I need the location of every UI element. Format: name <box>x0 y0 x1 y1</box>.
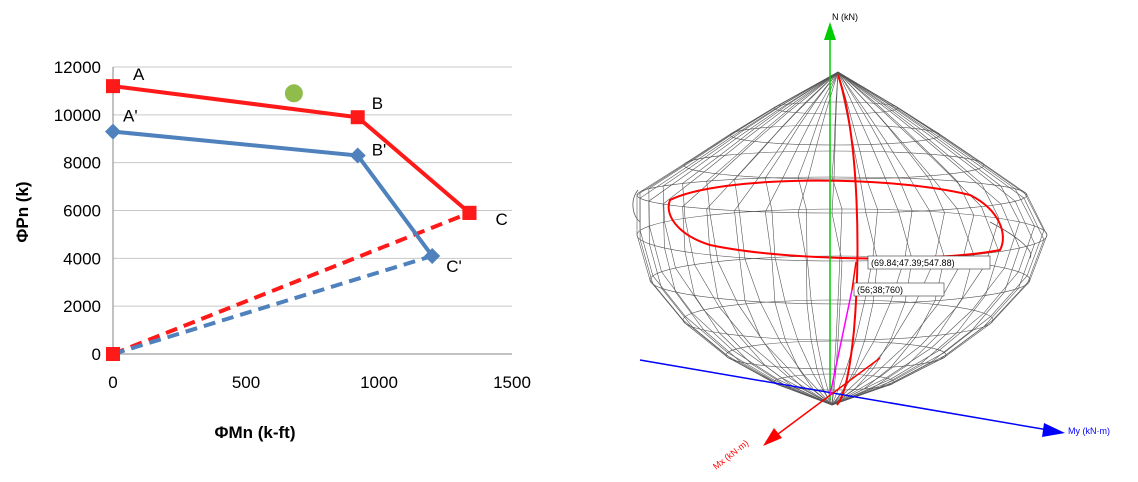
point-marker <box>424 247 441 264</box>
interaction-diagram-chart: 0 2000 4000 6000 8000 10000 12000 0 500 1000 1500… <box>13 58 531 442</box>
x-tick-label: 0 <box>108 373 117 392</box>
mesh-meridian <box>734 71 839 406</box>
interaction-surface-3d: N (kN) My (kN·m) Mx (kN·m) (69.84;47.39;… <box>632 12 1110 472</box>
n-axis-label: N (kN) <box>832 12 858 22</box>
x-axis-title: ΦMn (k-ft) <box>215 423 296 442</box>
mesh-meridian <box>636 71 839 406</box>
mesh-meridian <box>764 71 839 406</box>
mesh-meridian <box>682 71 839 406</box>
point-label-layer: A B C A' B' C' <box>123 65 508 276</box>
point-marker <box>105 123 121 140</box>
x-tick-label: 500 <box>232 373 260 392</box>
x-tick-label: 1000 <box>360 373 398 392</box>
grid-lines <box>113 66 512 307</box>
mesh-meridian <box>831 71 913 406</box>
mesh-meridian <box>797 71 839 406</box>
mesh-meridian <box>682 71 839 406</box>
y-tick-label: 0 <box>92 345 101 364</box>
my-axis-label: My (kN·m) <box>1068 426 1110 436</box>
mesh-meridian <box>831 71 975 406</box>
point-label: A' <box>123 107 138 126</box>
x-tick-label: 1500 <box>493 373 531 392</box>
point-marker <box>349 147 366 164</box>
annotation-box-1 <box>867 255 991 270</box>
mesh-meridian <box>648 71 839 406</box>
mx-axis-line <box>769 357 881 441</box>
mesh-flange-left <box>632 189 641 223</box>
y-tick-label: 8000 <box>63 154 101 173</box>
marker-layer <box>105 79 477 361</box>
mx-axis-label: Mx (kN·m) <box>711 438 750 472</box>
point-label: B' <box>372 140 387 159</box>
load-path-line-2 <box>851 261 857 291</box>
y-tick-labels: 0 2000 4000 6000 8000 10000 12000 <box>54 58 101 364</box>
mesh-meridian <box>662 71 839 406</box>
y-tick-label: 10000 <box>54 106 101 125</box>
mesh-meridian <box>831 71 1000 406</box>
mesh-meridian <box>831 71 1000 406</box>
load-path-line <box>829 289 853 396</box>
series-layer <box>112 84 471 356</box>
extra-point-marker <box>284 84 303 103</box>
mesh-meridian <box>797 71 839 406</box>
x-tick-labels: 0 500 1000 1500 <box>108 373 531 392</box>
point-marker <box>106 79 120 94</box>
point-label: A <box>133 65 145 84</box>
mesh-meridian <box>639 71 839 406</box>
my-axis-arrow-icon <box>1042 423 1065 437</box>
mx-axis-arrow-icon <box>763 428 782 446</box>
point-marker <box>462 205 477 220</box>
mesh-meridian <box>831 71 1020 406</box>
axis-lines <box>112 67 512 355</box>
mesh-meridian <box>831 71 843 406</box>
point-label: C <box>495 210 507 229</box>
y-tick-label: 6000 <box>63 202 101 221</box>
mesh-flange-right <box>989 221 1032 259</box>
section-ring <box>667 179 1004 260</box>
meridian-curve <box>836 74 859 406</box>
n-axis-arrow-icon <box>824 22 836 40</box>
series-line-3 <box>112 254 433 356</box>
mesh-meridian <box>831 71 843 406</box>
annotation-box-2 <box>853 282 945 297</box>
mesh-meridian <box>831 71 1045 406</box>
mesh-meridian <box>662 71 839 406</box>
surface-mesh <box>632 71 1048 406</box>
mesh-meridian <box>764 71 839 406</box>
point-marker <box>106 347 120 361</box>
mesh-meridian <box>639 71 839 406</box>
annotation-1: (69.84;47.39;547.88) <box>871 258 955 268</box>
y-tick-label: 2000 <box>63 297 101 316</box>
mesh-meridian <box>706 71 839 406</box>
my-axis-line <box>639 359 1061 433</box>
series-line-1 <box>112 211 471 356</box>
point-marker <box>350 110 365 125</box>
mesh-meridian <box>734 71 839 406</box>
mesh-meridian <box>831 71 1035 406</box>
mesh-meridian <box>831 71 1048 406</box>
mesh-meridian <box>831 71 1045 406</box>
annotation-2: (56;38;760) <box>857 285 903 295</box>
y-axis-title: ΦPn (k) <box>13 181 32 242</box>
mesh-meridian <box>831 71 1035 406</box>
y-tick-label: 4000 <box>63 249 101 268</box>
y-tick-label: 12000 <box>54 58 101 77</box>
point-label: C' <box>446 257 462 276</box>
mesh-meridian <box>831 71 945 406</box>
point-label: B <box>372 94 383 113</box>
mesh-meridian <box>648 71 839 406</box>
mesh-meridian <box>831 71 1020 406</box>
